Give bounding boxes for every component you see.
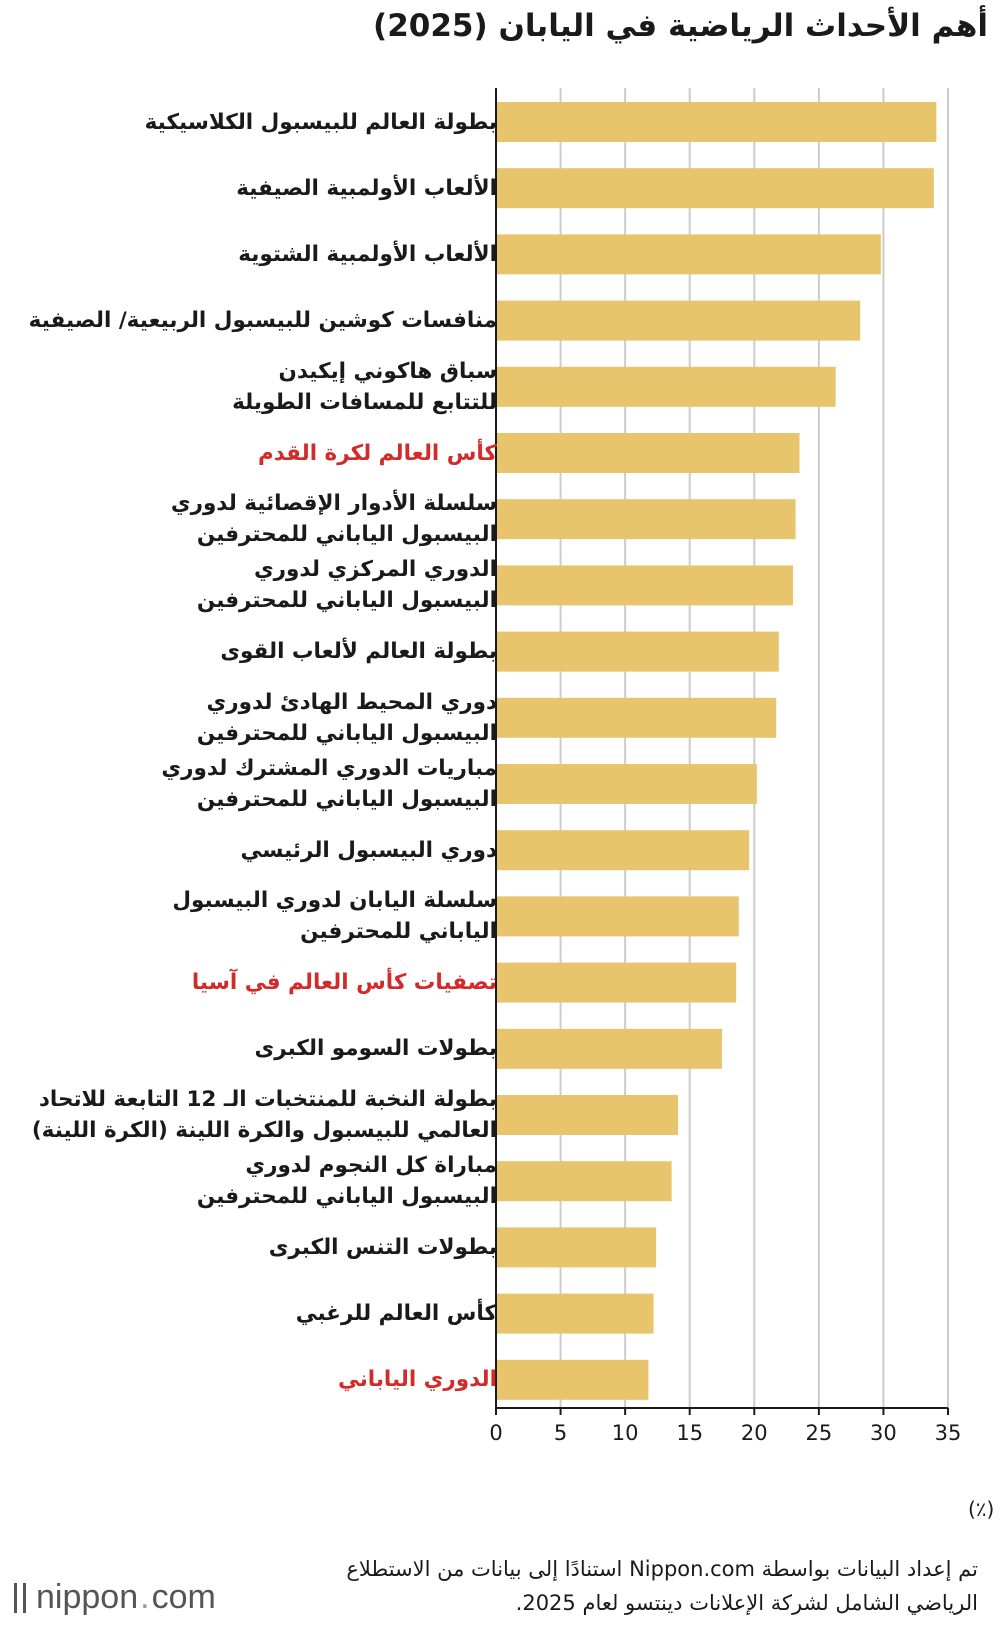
bar [496, 631, 779, 672]
bar [496, 1028, 722, 1069]
category-label-line: منافسات كوشين للبيسبول الربيعية/ الصيفية [28, 308, 497, 334]
category-label: الدوري المركزي لدوري البيسبول الياباني لل… [2, 554, 497, 616]
logo-mark-icon [14, 1582, 26, 1613]
category-label: دوري المحيط الهادئ لدوري البيسبول اليابان… [2, 687, 497, 749]
x-tick-label: 20 [741, 1421, 768, 1445]
x-tick-label: 25 [805, 1421, 832, 1445]
category-label-line: الدوري الياباني [337, 1367, 497, 1393]
category-label-line: دوري البيسبول الرئيسي [240, 837, 497, 863]
x-tick-label: 35 [935, 1421, 962, 1445]
category-label-line: البيسبول الياباني للمحترفين [196, 522, 497, 548]
category-label: بطولة النخبة للمنتخبات الـ 12 التابعة لل… [2, 1084, 497, 1146]
bar [496, 1095, 679, 1135]
category-label: سلسلة الأدوار الإقصائية لدوري البيسبول ال… [2, 488, 497, 550]
bar [496, 896, 739, 937]
bar [496, 366, 836, 407]
category-label-line: البيسبول الياباني للمحترفين [196, 720, 497, 746]
category-label: منافسات كوشين للبيسبول الربيعية/ الصيفية [2, 305, 497, 336]
category-label: الألعاب الأولمبية الصيفية [2, 173, 497, 204]
category-label-line: بطولة النخبة للمنتخبات الـ 12 التابعة لل… [38, 1087, 497, 1112]
category-label-line: سلسلة الأدوار الإقصائية لدوري [170, 491, 497, 517]
category-label-line: بطولات التنس الكبرى [268, 1234, 497, 1260]
category-label-line: بطولات السومو الكبرى [254, 1036, 497, 1062]
category-label: مباراة كل النجوم لدوري البيسبول الياباني … [2, 1150, 497, 1212]
x-tick-label: 10 [612, 1421, 639, 1445]
category-label-line: كأس العالم لكرة القدم [257, 440, 497, 466]
category-label: الدوري الياباني [2, 1364, 497, 1395]
category-label-line: سباق هاكوني إيكيدن [278, 358, 497, 384]
chart-title: أهم الأحداث الرياضية في اليابان (2025) [373, 8, 988, 44]
category-label: دوري البيسبول الرئيسي [2, 835, 497, 866]
category-label-line: للتتابع للمسافات الطويلة [232, 389, 497, 415]
x-tick-label: 5 [554, 1421, 567, 1445]
category-label: كأس العالم للرغبي [2, 1298, 497, 1329]
bar [496, 300, 861, 341]
x-tick-label: 15 [676, 1421, 703, 1445]
category-label: بطولة العالم للبيسبول الكلاسيكية [2, 107, 497, 138]
category-label-line: تصفيات كأس العالم في آسيا [191, 970, 497, 996]
category-label-line: البيسبول الياباني للمحترفين [196, 1184, 497, 1210]
category-label: سلسلة اليابان لدوري البيسبول الياباني للم… [2, 885, 497, 947]
x-tick-label: 30 [870, 1421, 897, 1445]
category-label: مباريات الدوري المشترك لدوري البيسبول الي… [2, 753, 497, 815]
logo-suffix: com [151, 1578, 216, 1616]
category-label-line: الدوري المركزي لدوري [253, 557, 497, 583]
category-label: بطولة العالم لألعاب القوى [2, 636, 497, 667]
category-label: كأس العالم لكرة القدم [2, 438, 497, 469]
bar [496, 1359, 649, 1400]
bar [496, 830, 750, 871]
bar [496, 499, 796, 540]
bar [496, 697, 777, 738]
source-note: تم إعداد البيانات بواسطة Nippon.com استن… [346, 1557, 978, 1615]
bar [496, 1227, 657, 1268]
category-label-line: البيسبول الياباني للمحترفين [196, 787, 497, 812]
category-label-line: بطولة العالم لألعاب القوى [220, 639, 497, 665]
bar [496, 764, 757, 804]
logo-name: nippon [36, 1578, 139, 1616]
category-label-line: العالمي للبيسبول والكرة اللينة (الكرة ال… [31, 1118, 497, 1143]
category-label: الألعاب الأولمبية الشتوية [2, 239, 497, 270]
bar [496, 102, 937, 142]
category-label-line: دوري المحيط الهادئ لدوري [206, 689, 497, 715]
category-label: سباق هاكوني إيكيدن للتتابع للمسافات الطوي… [2, 356, 497, 418]
category-label-line: الألعاب الأولمبية الصيفية [236, 175, 497, 201]
category-label-line: البيسبول الياباني للمحترفين [196, 588, 497, 614]
category-label: بطولات التنس الكبرى [2, 1232, 497, 1263]
category-label: تصفيات كأس العالم في آسيا [2, 967, 497, 998]
category-label-line: مباريات الدوري المشترك لدوري [161, 756, 497, 781]
bar [496, 234, 881, 275]
bar [496, 433, 800, 473]
logo-dot: . [140, 1578, 150, 1616]
category-label: بطولات السومو الكبرى [2, 1033, 497, 1064]
bar [496, 565, 794, 606]
category-label-line: الألعاب الأولمبية الشتوية [238, 241, 497, 267]
bar [496, 1161, 672, 1202]
category-label-line: الياباني للمحترفين [300, 919, 497, 945]
x-tick-label: 0 [489, 1421, 502, 1445]
category-label-line: سلسلة اليابان لدوري البيسبول [172, 888, 497, 914]
bar [496, 962, 737, 1003]
nippon-logo: nippon. com [14, 1578, 216, 1617]
category-label-line: بطولة العالم للبيسبول الكلاسيكية [144, 109, 497, 135]
bar [496, 168, 934, 209]
axis-unit-label: (٪) [968, 1497, 995, 1521]
category-label-line: مباراة كل النجوم لدوري [245, 1153, 497, 1179]
category-label-line: كأس العالم للرغبي [295, 1301, 497, 1327]
bar [496, 1293, 654, 1334]
